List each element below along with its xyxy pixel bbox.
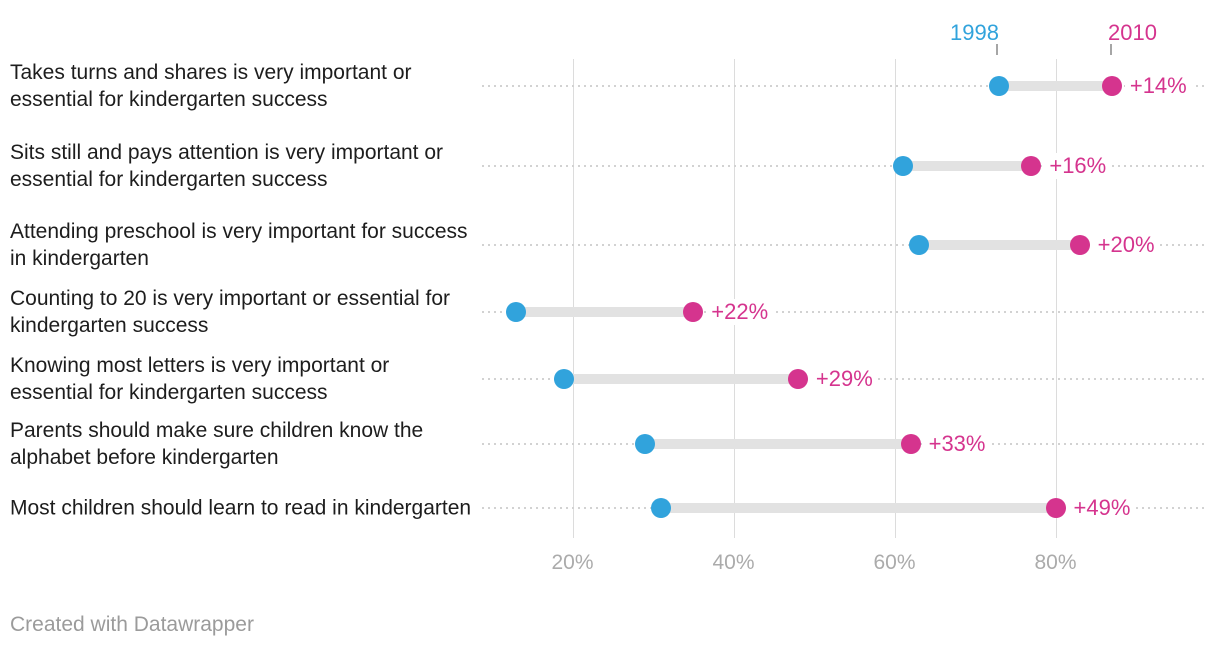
dot-2010[interactable] <box>1101 76 1122 96</box>
change-label: +16% <box>1044 153 1112 179</box>
change-label: +14% <box>1124 73 1192 99</box>
dot-2010[interactable] <box>900 434 921 454</box>
dot-2010[interactable] <box>683 302 704 322</box>
dot-1998[interactable] <box>506 302 527 322</box>
dot-1998[interactable] <box>892 156 913 176</box>
legend-tick-2010 <box>1110 44 1112 55</box>
legend-tick-1998 <box>996 44 998 55</box>
change-label: +22% <box>706 299 774 325</box>
dot-2010[interactable] <box>1021 156 1042 176</box>
dot-2010[interactable] <box>1045 498 1066 518</box>
category-label: Most children should learn to read in ki… <box>10 496 472 520</box>
category-label: Attending preschool is very important fo… <box>10 220 468 270</box>
gridline-40% <box>733 59 735 538</box>
category-label: Takes turns and shares is very important… <box>10 61 412 111</box>
category-label: Parents should make sure children know t… <box>10 419 424 469</box>
x-axis-tick-label: 80% <box>1034 551 1077 574</box>
leader-dotted-line <box>482 85 1207 87</box>
x-axis-tick-label: 40% <box>712 551 755 574</box>
gridline-20% <box>572 59 574 538</box>
change-label: +20% <box>1092 232 1160 258</box>
connector-bar <box>516 307 694 317</box>
change-label: +49% <box>1068 495 1136 521</box>
dot-1998[interactable] <box>651 498 672 518</box>
dot-2010[interactable] <box>1069 235 1090 255</box>
category-label: Knowing most letters is very important o… <box>10 354 390 404</box>
legend-label-1998: 1998 <box>950 20 999 45</box>
dot-1998[interactable] <box>634 434 655 454</box>
legend-label-2010: 2010 <box>1108 20 1157 45</box>
x-axis-tick-label: 60% <box>873 551 916 574</box>
dot-1998[interactable] <box>989 76 1010 96</box>
connector-bar <box>918 240 1080 250</box>
leader-dotted-line <box>482 165 1207 167</box>
dot-1998[interactable] <box>908 235 929 255</box>
gridline-60% <box>894 59 896 538</box>
connector-bar <box>661 503 1056 513</box>
category-label: Counting to 20 is very important or esse… <box>10 287 451 337</box>
connector-bar <box>564 374 798 384</box>
x-axis-tick-label: 20% <box>551 551 594 574</box>
leader-dotted-line <box>482 244 1207 246</box>
leader-dotted-line <box>482 311 1207 313</box>
category-label: Sits still and pays attention is very im… <box>10 141 444 191</box>
connector-bar <box>999 81 1112 91</box>
gridline-80% <box>1055 59 1057 538</box>
change-label: +29% <box>810 366 878 392</box>
dot-1998[interactable] <box>554 369 575 389</box>
datawrapper-credit: Created with Datawrapper <box>10 613 254 636</box>
connector-bar <box>902 161 1032 171</box>
connector-bar <box>644 439 911 449</box>
change-label: +33% <box>923 431 991 457</box>
dot-2010[interactable] <box>787 369 808 389</box>
